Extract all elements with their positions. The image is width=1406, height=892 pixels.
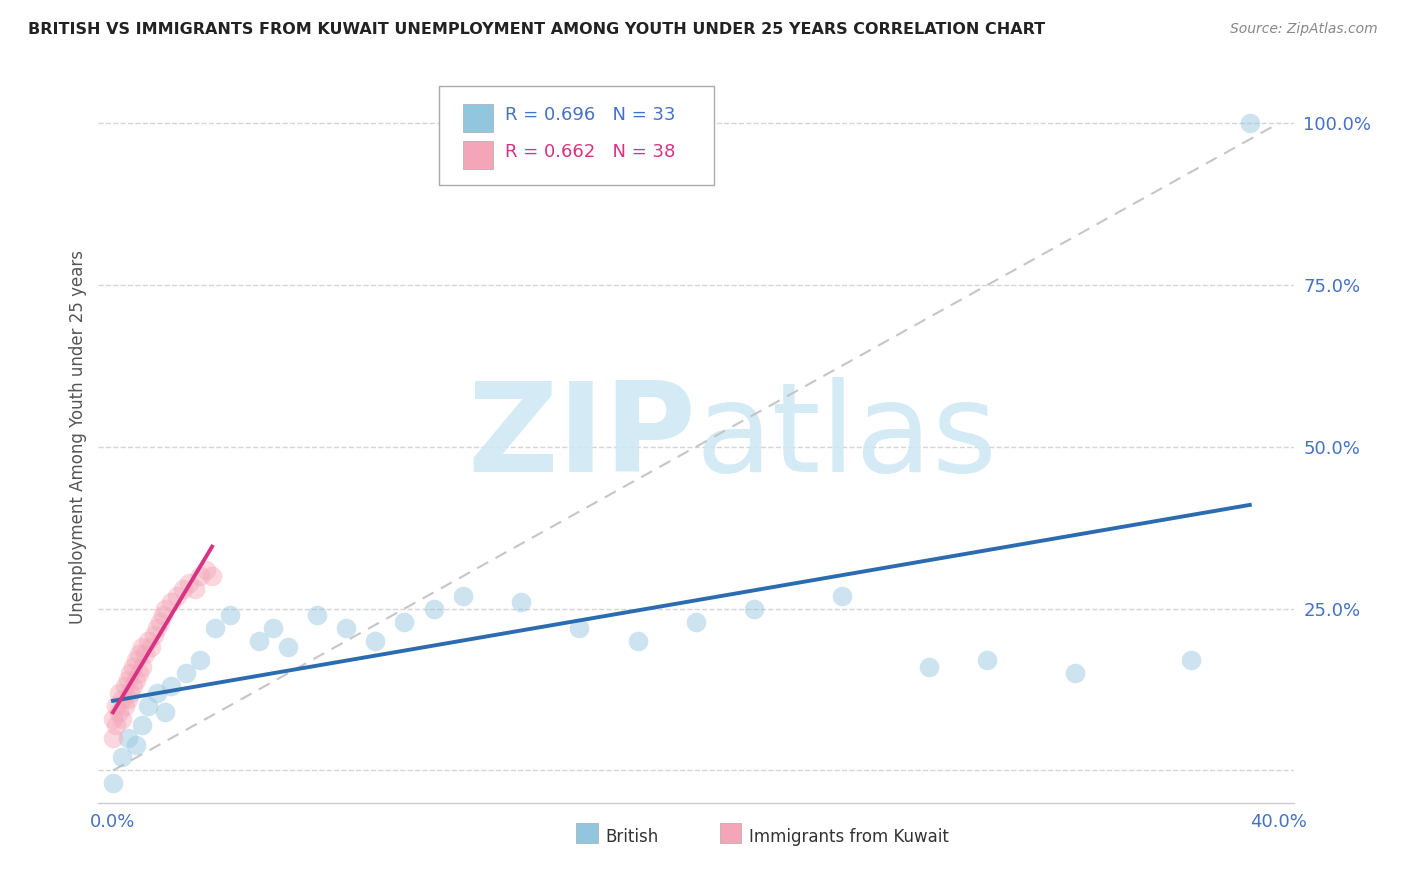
- FancyBboxPatch shape: [439, 86, 714, 185]
- Point: [101, 712, 124, 726]
- Point: [101, 776, 124, 790]
- Point: [117, 673, 139, 687]
- Point: [627, 634, 650, 648]
- Point: [277, 640, 299, 655]
- Point: [111, 750, 134, 764]
- Text: British: British: [605, 829, 658, 847]
- Point: [131, 718, 153, 732]
- Text: ZIP: ZIP: [467, 376, 696, 498]
- Point: [117, 731, 139, 745]
- Point: [122, 679, 145, 693]
- Point: [195, 563, 218, 577]
- Point: [685, 615, 707, 629]
- Point: [918, 660, 941, 674]
- Point: [122, 660, 145, 674]
- Point: [201, 569, 224, 583]
- Bar: [463, 104, 494, 132]
- Point: [166, 589, 188, 603]
- Point: [831, 589, 853, 603]
- Point: [1180, 653, 1202, 667]
- Point: [335, 621, 357, 635]
- Point: [262, 621, 284, 635]
- Bar: [576, 822, 598, 843]
- Point: [117, 692, 139, 706]
- Point: [451, 589, 474, 603]
- Text: Source: ZipAtlas.com: Source: ZipAtlas.com: [1230, 22, 1378, 37]
- Point: [190, 569, 212, 583]
- Point: [136, 698, 159, 713]
- Y-axis label: Unemployment Among Youth under 25 years: Unemployment Among Youth under 25 years: [69, 250, 87, 624]
- Point: [1239, 116, 1261, 130]
- Point: [160, 595, 183, 609]
- Point: [120, 686, 142, 700]
- Text: BRITISH VS IMMIGRANTS FROM KUWAIT UNEMPLOYMENT AMONG YOUTH UNDER 25 YEARS CORREL: BRITISH VS IMMIGRANTS FROM KUWAIT UNEMPL…: [28, 22, 1045, 37]
- Point: [114, 679, 136, 693]
- Bar: [720, 822, 741, 843]
- Point: [114, 698, 136, 713]
- Text: R = 0.696   N = 33: R = 0.696 N = 33: [505, 106, 675, 125]
- Point: [131, 640, 153, 655]
- Point: [145, 621, 167, 635]
- Point: [108, 686, 131, 700]
- Point: [104, 718, 127, 732]
- Point: [134, 647, 156, 661]
- Point: [155, 601, 177, 615]
- Point: [152, 608, 174, 623]
- Point: [128, 666, 150, 681]
- Point: [394, 615, 416, 629]
- Point: [247, 634, 270, 648]
- Point: [125, 653, 148, 667]
- Point: [305, 608, 328, 623]
- Point: [125, 673, 148, 687]
- Text: atlas: atlas: [696, 376, 998, 498]
- Point: [422, 601, 444, 615]
- Point: [120, 666, 142, 681]
- Point: [1064, 666, 1087, 681]
- Point: [183, 582, 205, 597]
- Point: [108, 705, 131, 719]
- Point: [111, 712, 134, 726]
- Point: [364, 634, 387, 648]
- Point: [149, 615, 172, 629]
- Point: [139, 640, 162, 655]
- Point: [142, 627, 165, 641]
- Point: [155, 705, 177, 719]
- Point: [976, 653, 998, 667]
- Text: R = 0.662   N = 38: R = 0.662 N = 38: [505, 143, 675, 161]
- Point: [136, 634, 159, 648]
- Point: [568, 621, 591, 635]
- Point: [174, 666, 197, 681]
- Point: [160, 679, 183, 693]
- Point: [190, 653, 212, 667]
- Point: [510, 595, 533, 609]
- Point: [128, 647, 150, 661]
- Point: [104, 698, 127, 713]
- Point: [145, 686, 167, 700]
- Point: [125, 738, 148, 752]
- Point: [177, 575, 200, 590]
- Point: [101, 731, 124, 745]
- Point: [204, 621, 226, 635]
- Point: [218, 608, 240, 623]
- Point: [742, 601, 765, 615]
- Text: Immigrants from Kuwait: Immigrants from Kuwait: [748, 829, 949, 847]
- Point: [111, 692, 134, 706]
- Bar: [463, 141, 494, 169]
- Point: [131, 660, 153, 674]
- Point: [172, 582, 194, 597]
